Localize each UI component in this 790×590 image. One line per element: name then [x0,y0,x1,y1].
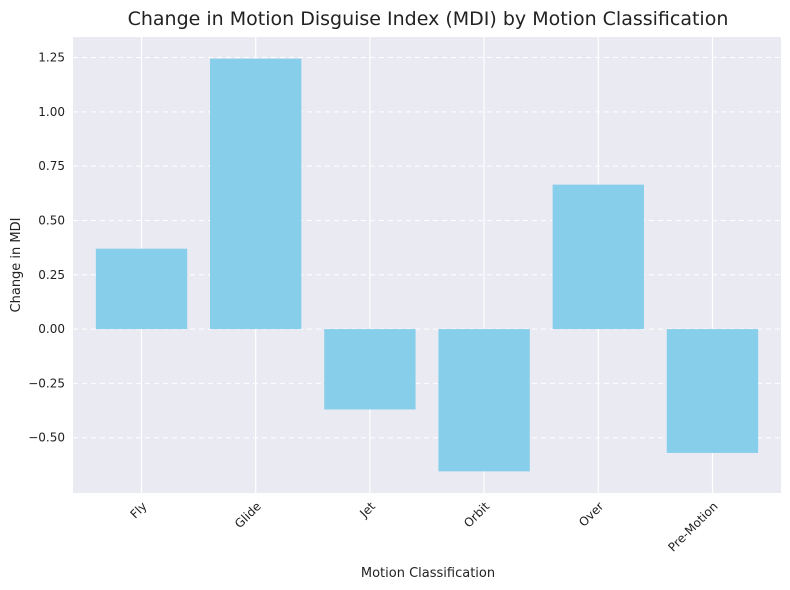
x-tick-label: Over [576,499,606,529]
bar-pre-motion [666,329,759,453]
x-tick-label: Jet [356,499,378,521]
grid-lines [73,37,781,493]
x-axis-ticks: Fly Glide Jet Orbit Over Pre-Motion [127,499,720,554]
bar-jet [324,329,416,410]
y-tick-label: 1.25 [38,51,65,65]
x-tick-label: Orbit [461,499,492,530]
y-tick-label: 0.25 [38,268,65,282]
x-axis-label: Motion Classification [361,566,495,581]
bar-glide [210,58,302,330]
chart-title: Change in Motion Disguise Index (MDI) by… [128,8,729,30]
bar-fly [95,248,188,330]
y-tick-label: 0.00 [38,322,65,336]
bars [95,58,759,472]
y-tick-label: −0.50 [28,431,65,445]
plot-area [73,37,781,493]
y-tick-label: 0.75 [38,159,65,173]
x-tick-label: Glide [232,499,264,531]
y-tick-label: −0.25 [28,376,65,390]
x-tick-label: Fly [127,499,149,521]
bar-over [552,184,644,330]
y-tick-label: 0.50 [38,213,65,227]
x-tick-label: Pre-Motion [665,499,720,554]
y-axis-ticks: −0.50 −0.25 0.00 0.25 0.50 0.75 1.00 1.25 [28,51,65,445]
bar-orbit [438,329,530,472]
y-axis-label: Change in MDI [9,218,24,313]
y-tick-label: 1.00 [38,105,65,119]
